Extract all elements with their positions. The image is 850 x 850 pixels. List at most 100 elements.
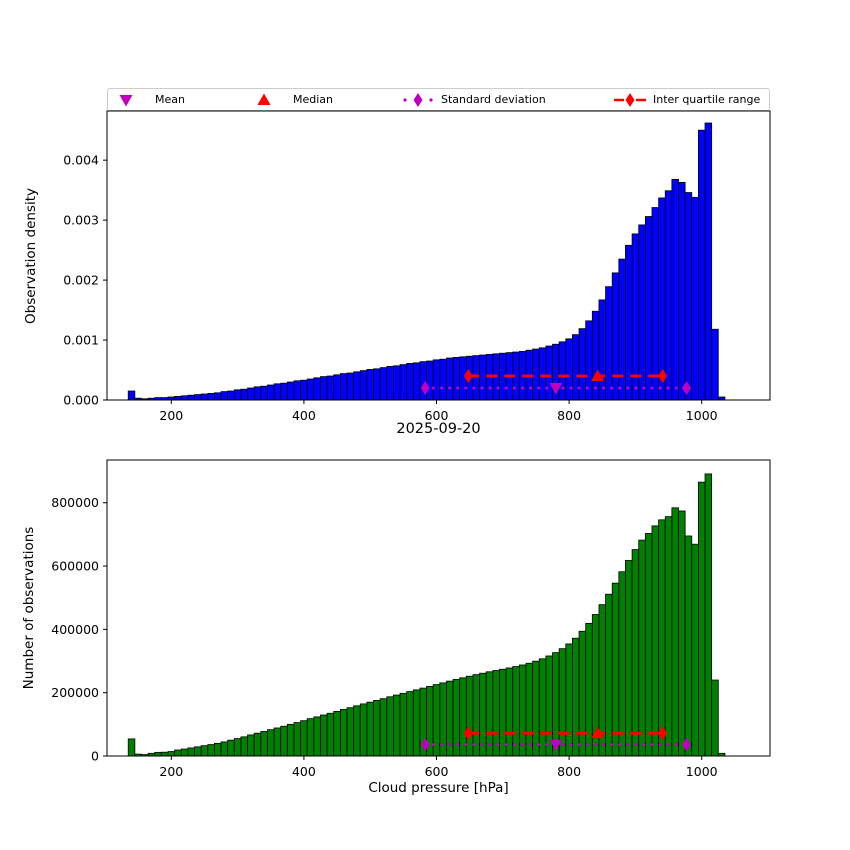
y-tick-label: 0 <box>91 749 99 764</box>
y-tick-label: 200000 <box>51 685 99 700</box>
chart-title: 2025-09-20 <box>396 421 481 437</box>
histogram-bar <box>160 751 169 757</box>
triangle-down-marker <box>119 94 133 106</box>
histogram-bar <box>233 738 242 757</box>
histogram-bar <box>154 751 162 757</box>
histogram-bar <box>412 362 421 401</box>
x-tick-label: 400 <box>292 408 316 423</box>
y-tick-label: 400000 <box>51 622 99 637</box>
diamond-marker <box>625 92 635 107</box>
histogram-bar <box>227 390 235 401</box>
top-density-histogram: 200 400 600 800 1000 0.000 0.001 0.002 0.003 0.00… <box>63 110 771 423</box>
y-tick-label: 0.004 <box>63 153 99 168</box>
histogram-bar <box>565 338 573 401</box>
histogram-bar <box>525 662 534 757</box>
histogram-bar <box>399 364 408 401</box>
histogram-bar <box>452 357 461 401</box>
histogram-bar <box>300 379 308 401</box>
histogram-bar <box>572 637 580 757</box>
histogram-bar <box>691 196 699 401</box>
histogram-bar <box>664 190 673 401</box>
histogram-bar <box>691 543 699 757</box>
std-low-marker <box>420 381 430 396</box>
histogram-bar <box>267 384 275 401</box>
histogram-bar <box>227 739 235 757</box>
histogram-bar <box>180 395 189 401</box>
histogram-bar <box>260 385 268 401</box>
histogram-bar <box>711 679 719 757</box>
histogram-bar <box>538 347 547 401</box>
histogram-bar <box>346 372 355 401</box>
median-marker <box>591 369 605 382</box>
histogram-bar <box>187 394 195 401</box>
histogram-bar <box>426 360 434 401</box>
histogram-bar <box>366 369 374 401</box>
histogram-bar <box>558 341 567 401</box>
x-tick-label: 1000 <box>686 408 718 423</box>
histogram-bar <box>127 390 136 401</box>
histogram-bar <box>280 382 288 401</box>
histogram-bar <box>286 381 295 401</box>
histogram-bar <box>565 643 573 757</box>
histogram-bar <box>267 729 275 757</box>
iqr-high-marker <box>658 369 668 384</box>
histogram-bar <box>339 709 348 757</box>
histogram-bar <box>273 383 282 401</box>
histogram-bar <box>167 751 176 757</box>
std-high-marker <box>681 381 691 396</box>
histogram-bar <box>406 363 414 401</box>
histogram-bar <box>644 216 653 401</box>
histogram-bar <box>313 377 321 401</box>
histogram-bar <box>512 666 520 757</box>
histogram-bar <box>127 738 136 757</box>
histogram-bar <box>644 533 653 757</box>
histogram-bar <box>333 374 341 401</box>
histogram-bar <box>194 746 202 757</box>
histogram-bar <box>379 698 388 757</box>
histogram-bar <box>631 549 640 757</box>
histogram-bar <box>585 622 593 757</box>
y-tick-label: 600000 <box>51 559 99 574</box>
histogram-bar <box>406 691 414 757</box>
histogram-bar <box>611 272 620 401</box>
histogram-bar <box>320 714 328 757</box>
histogram-bar <box>253 386 262 401</box>
histogram-bar <box>638 224 646 401</box>
iqr-marker-icon <box>614 92 646 107</box>
x-tick-label: 800 <box>557 764 581 779</box>
histogram-bar <box>651 207 660 401</box>
y-tick-label: 0.003 <box>63 213 99 228</box>
histogram-bar <box>194 394 202 401</box>
histogram-bar <box>684 535 693 757</box>
legend-label-mean: Mean <box>155 93 185 106</box>
x-tick-label: 400 <box>292 764 316 779</box>
histogram-bar <box>518 664 527 757</box>
histogram-bar <box>658 519 666 757</box>
histogram-bar <box>479 354 487 401</box>
histogram-bar <box>618 258 626 401</box>
top-y-axis-label: Observation density <box>23 188 39 324</box>
histogram-bar <box>538 658 547 757</box>
histogram-bar <box>286 723 295 757</box>
legend-item-mean: Mean <box>116 89 185 110</box>
histogram-bar <box>306 378 315 401</box>
dotted-line-segment <box>403 97 407 102</box>
histogram-bar <box>598 299 606 401</box>
histogram-bar <box>386 366 394 401</box>
histogram-bar <box>273 727 282 757</box>
axes-frame <box>106 110 771 401</box>
histogram-bar <box>704 122 713 401</box>
x-axis-label: Cloud pressure [hPa] <box>368 780 509 796</box>
histogram-bar <box>432 359 441 401</box>
legend-item-median: Median <box>254 89 333 110</box>
histogram-bar <box>333 710 341 757</box>
histogram-bar <box>359 703 368 757</box>
histogram-bar <box>346 707 355 757</box>
histogram-bar <box>373 700 381 757</box>
histogram-bar <box>240 388 248 401</box>
legend: Mean Median Standard deviation Inter qua… <box>107 88 770 111</box>
histogram-bar <box>187 747 195 757</box>
iqr-high-marker <box>658 726 668 741</box>
histogram-bar <box>306 718 315 757</box>
histogram-bar <box>704 473 713 757</box>
